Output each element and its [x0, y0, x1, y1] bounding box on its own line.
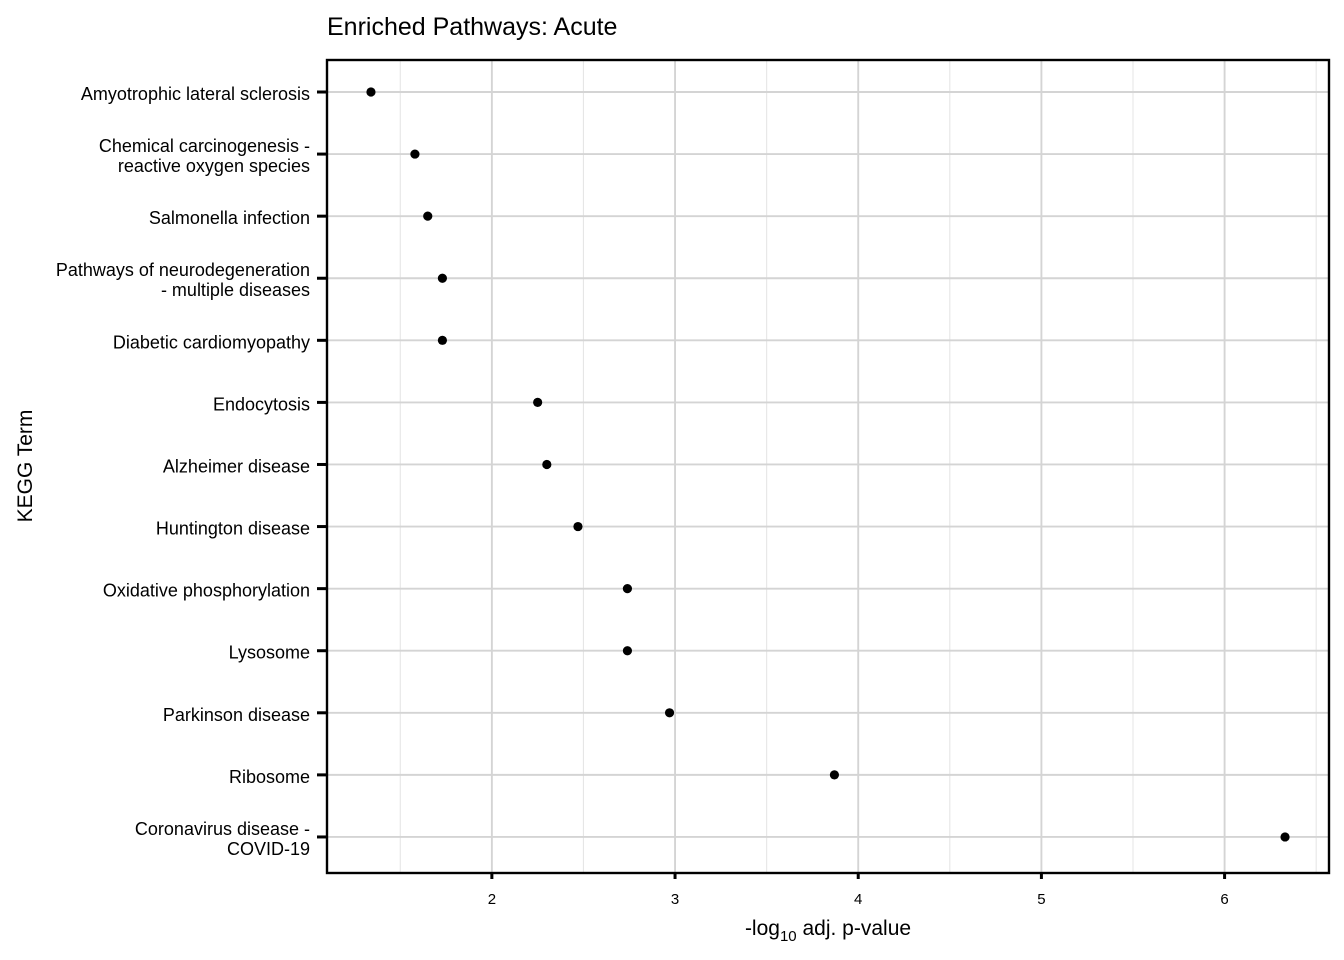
data-point — [573, 521, 583, 532]
data-point — [437, 273, 448, 283]
y-tick-label: Amyotrophic lateral sclerosis — [81, 84, 310, 104]
data-point — [622, 584, 633, 594]
x-tick-label: 6 — [1220, 891, 1228, 908]
y-tick-label: Coronavirus disease -COVID-19 — [135, 819, 310, 859]
x-tick-label: 5 — [1037, 891, 1045, 908]
data-point — [1280, 832, 1290, 842]
grid — [327, 60, 1329, 873]
plot-panel-border — [325, 58, 1331, 875]
data-point — [437, 335, 448, 345]
y-tick-label: Diabetic cardiomyopathy — [113, 332, 310, 352]
data-point — [622, 646, 633, 656]
x-axis-title: -log10 adj. p-value — [745, 917, 911, 945]
x-tick-label: 4 — [854, 891, 862, 908]
y-tick-label: Huntington disease — [156, 519, 310, 539]
data-point — [533, 397, 543, 407]
x-tick-label: 2 — [488, 891, 496, 908]
data-point — [366, 87, 376, 97]
data-point — [410, 149, 420, 159]
data-point — [542, 459, 552, 470]
chart-title: Enriched Pathways: Acute — [327, 13, 617, 41]
y-tick-label: Alzheimer disease — [163, 456, 310, 476]
y-tick-label: Oxidative phosphorylation — [103, 581, 310, 601]
y-tick-label: Chemical carcinogenesis -reactive oxygen… — [99, 136, 310, 176]
data-point — [664, 708, 675, 718]
y-axis: Amyotrophic lateral sclerosis Chemical ca… — [56, 84, 327, 859]
y-tick-label: Salmonella infection — [149, 208, 310, 228]
y-tick-label: Parkinson disease — [163, 705, 310, 725]
y-tick-label: Endocytosis — [213, 394, 310, 414]
y-tick-label: Pathways of neurodegeneration - multiple … — [56, 260, 310, 300]
data-points — [366, 87, 1290, 842]
data-point — [423, 211, 433, 221]
x-tick-label: 3 — [671, 891, 679, 908]
x-axis: 2 3 4 5 6 — [488, 873, 1229, 908]
data-point — [829, 770, 840, 780]
y-axis-title: KEGG Term — [14, 410, 37, 523]
y-tick-label: Lysosome — [229, 643, 310, 663]
y-tick-label: Ribosome — [229, 767, 310, 787]
